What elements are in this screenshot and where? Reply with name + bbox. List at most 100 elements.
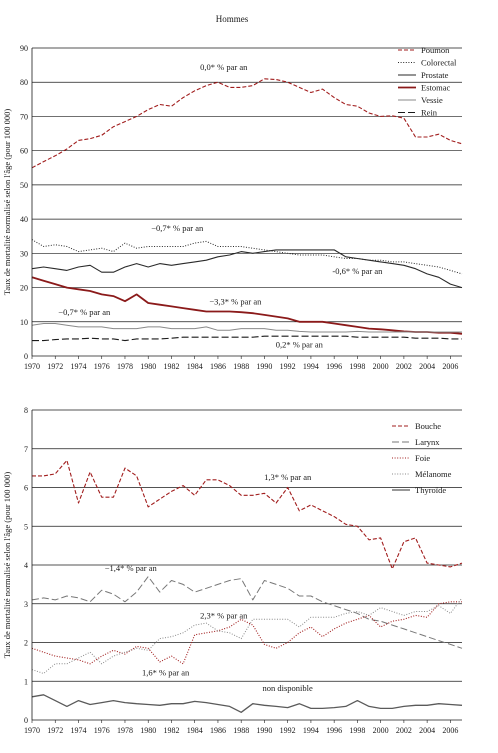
- y-tick-label: 7: [24, 445, 28, 454]
- series-line-bouche: [32, 459, 463, 570]
- chart-top-annotations: 0,0* % par an −0,7* % par an -0,6* % par a…: [58, 62, 383, 349]
- x-tick-label: 2002: [396, 726, 412, 735]
- x-tick-label: 1996: [326, 726, 342, 735]
- y-tick-label: 50: [20, 181, 28, 190]
- x-tick-label: 2004: [419, 362, 435, 371]
- chart-bottom-legend: Bouche Larynx Foie Mélanome Thyroïde: [392, 421, 452, 495]
- chart-bottom-ylabel: Taux de mortalité normalisé selon l'âge …: [2, 472, 12, 659]
- x-tick-label: 1980: [140, 362, 156, 371]
- x-tick-label: 2004: [419, 726, 435, 735]
- x-tick-label: 1998: [349, 726, 365, 735]
- chart-top-grid: [32, 47, 462, 357]
- y-tick-label: 60: [20, 147, 28, 156]
- x-tick-label: 1976: [94, 726, 110, 735]
- series-line-estomac: [31, 276, 463, 335]
- y-tick-label: 20: [20, 284, 28, 293]
- x-tick-label: 1972: [47, 726, 63, 735]
- legend-label: Larynx: [415, 437, 440, 447]
- x-tick-label: 1998: [349, 362, 365, 371]
- x-tick-label: 2002: [396, 362, 412, 371]
- chart-bottom-axes: 0 1 2 3 4 5 6 7 8 1970 1972 1974 1976 1978 1980 1982 198…: [24, 406, 458, 735]
- y-tick-label: 8: [24, 406, 28, 415]
- legend-label: Bouche: [415, 421, 441, 431]
- y-tick-label: 3: [24, 600, 28, 609]
- x-tick-label: 1988: [233, 726, 249, 735]
- legend-label: Mélanome: [415, 469, 452, 479]
- chart-top-legend: Poumon Colorectal Prostate Estomac Vessie Rei…: [398, 45, 457, 118]
- x-tick-label: 1982: [163, 726, 179, 735]
- trend-annotation: 2,3* % par an: [200, 610, 248, 620]
- y-tick-label: 80: [20, 78, 28, 87]
- y-tick-label: 70: [20, 112, 28, 121]
- legend-label: Thyroïde: [415, 485, 446, 495]
- trend-annotation: 0,2* % par an: [276, 339, 324, 349]
- x-tick-label: 1978: [117, 726, 133, 735]
- y-tick-label: 10: [20, 318, 28, 327]
- series-line-foie: [31, 601, 462, 665]
- legend-label: Colorectal: [421, 58, 457, 68]
- trend-annotation: −0,7* % par an: [58, 307, 111, 317]
- x-tick-label: 2006: [442, 362, 458, 371]
- x-tick-label: 1988: [233, 362, 249, 371]
- trend-annotation: −1,4* % par an: [105, 563, 158, 573]
- series-line-melanome: [31, 597, 463, 674]
- trend-annotation: 1,6* % par an: [142, 667, 190, 677]
- chart-bottom-annotations: 1,3* % par an −1,4* % par an 2,3* % par an…: [105, 472, 313, 693]
- x-tick-label: 1986: [210, 362, 226, 371]
- series-line-rein: [32, 335, 462, 342]
- series-line-prostate: [31, 249, 463, 289]
- x-tick-label: 1992: [280, 726, 296, 735]
- y-tick-label: 6: [24, 484, 28, 493]
- series-line-thyroide: [31, 694, 463, 713]
- series-line-poumon: [31, 78, 463, 169]
- chart-top: 0,0* % par an −0,7* % par an -0,6* % par a…: [2, 44, 463, 371]
- series-line-vessie: [31, 323, 462, 333]
- x-tick-label: 1984: [187, 362, 203, 371]
- legend-label: Foie: [415, 453, 430, 463]
- chart-bottom-grid: [32, 409, 462, 721]
- legend-label: Prostate: [421, 70, 449, 80]
- y-tick-label: 4: [24, 561, 28, 570]
- y-tick-label: 90: [20, 44, 28, 53]
- chart-top-ylabel: Taux de mortalité normalisé selon l'âge …: [2, 109, 12, 296]
- x-tick-label: 1972: [47, 362, 63, 371]
- y-tick-label: 40: [20, 215, 28, 224]
- trend-annotation: −3,3* % par an: [209, 297, 262, 307]
- x-tick-label: 1986: [210, 726, 226, 735]
- chart-top-series: [31, 78, 463, 342]
- trend-annotation: −0,7* % par an: [151, 223, 204, 233]
- legend-label: Poumon: [421, 45, 450, 55]
- x-tick-label: 2000: [373, 362, 389, 371]
- x-tick-label: 1974: [70, 362, 86, 371]
- x-tick-label: 1990: [256, 362, 272, 371]
- legend-label: Rein: [421, 108, 438, 118]
- x-tick-label: 1978: [117, 362, 133, 371]
- x-tick-label: 1976: [94, 362, 110, 371]
- x-tick-label: 1982: [163, 362, 179, 371]
- x-tick-label: 1996: [326, 362, 342, 371]
- x-tick-label: 2000: [373, 726, 389, 735]
- legend-label: Vessie: [421, 95, 443, 105]
- legend-label: Estomac: [421, 83, 450, 93]
- x-tick-label: 1994: [303, 362, 319, 371]
- x-tick-label: 2006: [442, 726, 458, 735]
- y-tick-label: 0: [24, 352, 28, 361]
- y-tick-label: 0: [24, 716, 28, 725]
- page-title: Hommes: [216, 14, 249, 24]
- trend-annotation: non disponible: [263, 683, 314, 693]
- x-tick-label: 1992: [280, 362, 296, 371]
- chart-top-axes: 0 10 20 30 40 50 60 70 80 90 1970 1972 1974 1976 1978 1…: [20, 44, 458, 371]
- x-tick-label: 1970: [24, 362, 40, 371]
- x-tick-label: 1980: [140, 726, 156, 735]
- trend-annotation: 0,0* % par an: [200, 62, 248, 72]
- chart-bottom: 1,3* % par an −1,4* % par an 2,3* % par an…: [2, 406, 463, 735]
- x-tick-label: 1990: [256, 726, 272, 735]
- trend-annotation: 1,3* % par an: [264, 472, 312, 482]
- y-tick-label: 2: [24, 639, 28, 648]
- x-tick-label: 1984: [187, 726, 203, 735]
- x-tick-label: 1994: [303, 726, 319, 735]
- x-tick-label: 1970: [24, 726, 40, 735]
- chart-bottom-series: [31, 459, 463, 713]
- x-tick-label: 1974: [70, 726, 86, 735]
